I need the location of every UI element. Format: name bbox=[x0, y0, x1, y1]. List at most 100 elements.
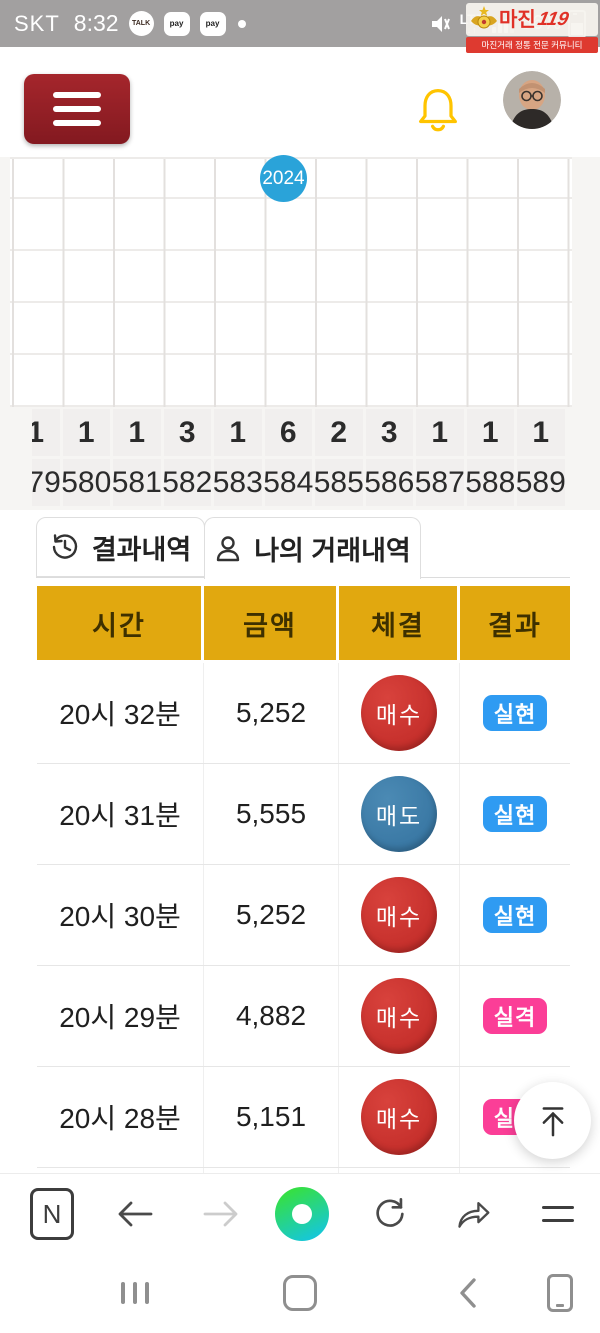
side-chip: 매수 bbox=[361, 675, 437, 751]
side-chip: 매수 bbox=[361, 877, 437, 953]
round-count-cell: 2 bbox=[315, 409, 363, 456]
round-id-cell: 583 bbox=[213, 459, 263, 506]
green-dot-home-button[interactable] bbox=[273, 1174, 331, 1254]
cell-time: 20시 28분 bbox=[37, 1067, 204, 1167]
round-count-cell: 3 bbox=[365, 409, 413, 456]
table-row: 20시 28분 5,151 매수 실격 bbox=[37, 1067, 570, 1168]
android-nav-bar bbox=[0, 1253, 600, 1333]
cell-time: 20시 31분 bbox=[37, 764, 204, 864]
user-icon bbox=[217, 535, 240, 561]
phone-icon bbox=[547, 1274, 573, 1312]
browser-share-button[interactable] bbox=[450, 1174, 496, 1254]
result-badge: 실현 bbox=[483, 695, 547, 731]
naver-logo-icon: N bbox=[30, 1188, 74, 1240]
round-id-cell: 585 bbox=[314, 459, 364, 506]
round-count-cell: 1 bbox=[214, 409, 262, 456]
result-badge: 실격 bbox=[483, 998, 547, 1034]
notification-dot-icon bbox=[237, 19, 246, 28]
back-button[interactable] bbox=[448, 1253, 488, 1333]
browser-back-button[interactable] bbox=[112, 1174, 158, 1254]
round-count-cell: 1 bbox=[113, 409, 161, 456]
col-header-amount: 금액 bbox=[204, 586, 339, 660]
year-marker-badge: 2024 bbox=[260, 155, 307, 202]
round-id-cell: 582 bbox=[162, 459, 212, 506]
history-tabs: 결과내역 나의 거래내역 bbox=[0, 510, 600, 579]
round-count-cell: 1 bbox=[62, 409, 110, 456]
history-clock-icon bbox=[52, 534, 77, 559]
mute-icon bbox=[431, 15, 450, 32]
cell-time: 20시 30분 bbox=[37, 865, 204, 965]
result-badge: 실현 bbox=[483, 897, 547, 933]
browser-refresh-button[interactable] bbox=[367, 1174, 413, 1254]
status-time: 8:32 bbox=[73, 10, 119, 36]
browser-toolbar: N bbox=[0, 1173, 600, 1254]
round-count-cell: 6 bbox=[264, 409, 312, 456]
cell-amount: 4,882 bbox=[204, 966, 339, 1066]
round-count-cell: 3 bbox=[163, 409, 211, 456]
round-count-cell: 1 bbox=[32, 409, 60, 456]
round-id-cell: 580 bbox=[61, 459, 111, 506]
col-header-result: 결과 bbox=[460, 586, 570, 660]
cell-time: 20시 32분 bbox=[37, 663, 204, 763]
cell-amount: 5,555 bbox=[204, 764, 339, 864]
eagle-emblem-icon bbox=[471, 5, 497, 28]
cell-amount: 5,252 bbox=[204, 865, 339, 965]
back-chevron-icon bbox=[460, 1278, 476, 1308]
tab-my-trades[interactable]: 나의 거래내역 bbox=[204, 517, 421, 579]
table-row: 20시 29분 4,882 매수 실격 bbox=[37, 966, 570, 1067]
round-id-cell: 581 bbox=[112, 459, 162, 506]
col-header-side: 체결 bbox=[339, 586, 460, 660]
round-id-cell: 586 bbox=[364, 459, 414, 506]
app-header bbox=[0, 47, 600, 158]
table-row: 20시 32분 5,252 매수 실현 bbox=[37, 663, 570, 764]
table-header-row: 시간 금액 체결 결과 bbox=[37, 586, 570, 660]
kakaotalk-icon: TALK bbox=[128, 11, 154, 36]
profile-avatar[interactable] bbox=[503, 71, 561, 129]
recent-apps-button[interactable] bbox=[112, 1253, 158, 1333]
home-icon bbox=[283, 1275, 317, 1311]
table-row: 20시 30분 5,252 매수 실현 bbox=[37, 865, 570, 966]
tab-result-history[interactable]: 결과내역 bbox=[36, 517, 205, 577]
scroll-to-top-button[interactable] bbox=[514, 1082, 591, 1159]
notification-bell-icon[interactable] bbox=[414, 83, 462, 135]
green-dot-icon bbox=[275, 1187, 329, 1241]
round-id-cell: 587 bbox=[415, 459, 465, 506]
carrier-label: SKT bbox=[14, 10, 60, 36]
my-trades-table: 시간 금액 체결 결과 20시 32분 5,252 매수 실현 bbox=[37, 586, 570, 1178]
community-watermark-ad[interactable]: 마진 119 마진거래 정통 전문 커뮤니티 bbox=[466, 3, 598, 53]
recent-apps-icon bbox=[121, 1282, 149, 1304]
menu-lines-icon bbox=[542, 1206, 574, 1222]
side-chip: 매수 bbox=[361, 1079, 437, 1155]
watermark-brand-accent: 119 bbox=[535, 9, 571, 30]
round-count-cell: 1 bbox=[466, 409, 514, 456]
round-id-cell: 588 bbox=[465, 459, 515, 506]
home-button[interactable] bbox=[277, 1253, 323, 1333]
sim-toolkit-button[interactable] bbox=[540, 1253, 580, 1333]
cell-time: 20시 29분 bbox=[37, 966, 204, 1066]
payco-icon: pay bbox=[199, 11, 226, 36]
tab-result-label: 결과내역 bbox=[91, 534, 192, 565]
round-id-cell: 579 bbox=[32, 459, 61, 506]
side-chip: 매수 bbox=[361, 978, 437, 1054]
result-badge: 실현 bbox=[483, 796, 547, 832]
round-id-cell: 584 bbox=[263, 459, 313, 506]
cell-amount: 5,151 bbox=[204, 1067, 339, 1167]
naver-home-button[interactable]: N bbox=[30, 1174, 74, 1254]
table-body: 20시 32분 5,252 매수 실현 20시 31분 5,555 매도 bbox=[37, 663, 570, 1168]
cell-amount: 5,252 bbox=[204, 663, 339, 763]
round-ids-row: 579580581582583584585586587588589 bbox=[32, 459, 572, 506]
kakaopay-icon: pay bbox=[163, 11, 190, 36]
round-count-cell: 1 bbox=[416, 409, 464, 456]
watermark-brand: 마진 bbox=[499, 8, 536, 31]
hamburger-menu-button[interactable] bbox=[24, 74, 130, 144]
browser-menu-button[interactable] bbox=[538, 1174, 578, 1254]
browser-forward-button[interactable] bbox=[198, 1174, 244, 1254]
watermark-tagline: 마진거래 정통 전문 커뮤니티 bbox=[466, 37, 598, 53]
tab-my-trades-label: 나의 거래내역 bbox=[254, 536, 411, 566]
round-id-cell: 589 bbox=[516, 459, 566, 506]
side-chip: 매도 bbox=[361, 776, 437, 852]
